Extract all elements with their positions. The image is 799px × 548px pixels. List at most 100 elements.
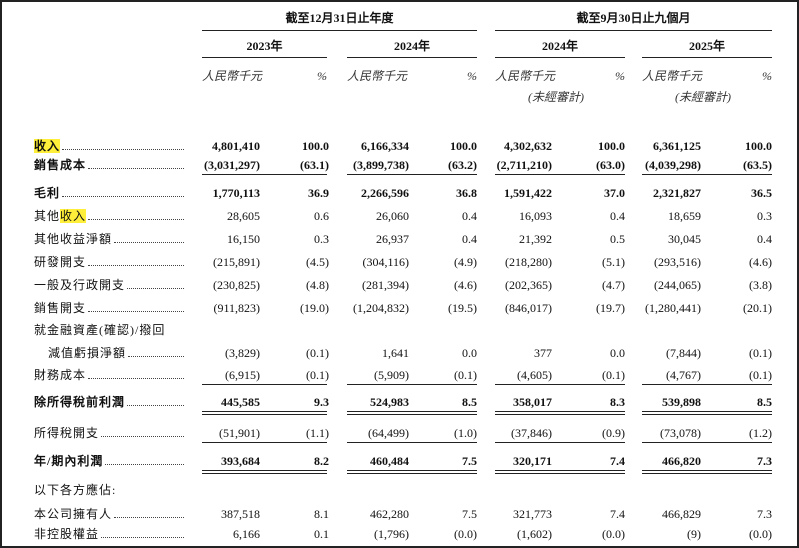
cell: (4.9) [454, 255, 477, 269]
cell: 30,045 [668, 232, 701, 246]
cell: 8.1 [314, 507, 329, 521]
cell: 8.2 [314, 454, 329, 468]
cell: (4,767) [666, 368, 701, 382]
cell: 4,801,410 [212, 139, 260, 153]
cell: 393,684 [221, 454, 260, 468]
total-rule [202, 442, 327, 443]
cell: 445,585 [221, 395, 260, 409]
cell: 0.3 [757, 209, 772, 223]
cell: 321,773 [513, 507, 552, 521]
dot-leader [62, 186, 184, 197]
total-rule [495, 442, 625, 443]
total-rule [347, 442, 477, 443]
dot-leader [88, 368, 184, 379]
pct-label: % [615, 69, 625, 83]
period-year: 2024年 [541, 39, 578, 53]
cell: (64,499) [368, 426, 409, 440]
cell: (0.1) [306, 368, 329, 382]
label-text: 收入 [34, 139, 61, 153]
cell: (7,844) [666, 346, 701, 360]
cell: 7.4 [610, 454, 625, 468]
total-rule [347, 411, 477, 415]
cell: 2,321,827 [653, 186, 701, 200]
period-year: 2023年 [246, 39, 283, 53]
cell: (63.2) [448, 158, 477, 172]
row-label: 所得稅開支 [34, 426, 184, 440]
row-label: 財務成本 [34, 368, 184, 382]
cell: 7.5 [462, 507, 477, 521]
total-rule [642, 384, 772, 385]
cell: (3,031,297) [204, 158, 260, 172]
cell: 8.3 [610, 395, 625, 409]
dot-leader [101, 527, 184, 538]
total-rule [202, 174, 327, 175]
row-label: 毛利 [34, 186, 184, 200]
total-rule [495, 470, 625, 474]
group-header: 截至12月31日止年度 [285, 11, 394, 25]
cell: 358,017 [513, 395, 552, 409]
cell: 4,302,632 [504, 139, 552, 153]
rule [495, 57, 625, 58]
cell: (9) [687, 527, 701, 541]
label-text: 財務成本 [34, 368, 87, 382]
row-label: 非控股權益 [34, 527, 184, 541]
cell: (4.6) [749, 255, 772, 269]
cell: 1,641 [382, 346, 409, 360]
label-text: 減值虧損淨額 [48, 346, 127, 360]
cell: 100.0 [302, 139, 329, 153]
dot-leader [127, 278, 184, 289]
note-label: (未經審計) [675, 90, 731, 104]
cell: 36.9 [308, 186, 329, 200]
group-header: 截至9月30日止九個月 [576, 11, 691, 25]
cell: (218,280) [505, 255, 552, 269]
cell: 6,166,334 [361, 139, 409, 153]
cell: (0.1) [454, 368, 477, 382]
label-text: 年/期內利潤 [34, 454, 104, 468]
row-label: 減值虧損淨額 [48, 346, 184, 360]
cell: (846,017) [505, 301, 552, 315]
cell: (5,909) [374, 368, 409, 382]
cell: (4.8) [306, 278, 329, 292]
cell: 26,937 [376, 232, 409, 246]
cell: (1,796) [374, 527, 409, 541]
label-text: 非控股權益 [34, 527, 100, 541]
cell: 1,591,422 [504, 186, 552, 200]
total-rule [642, 470, 772, 474]
dot-leader [114, 232, 184, 243]
pct-label: % [317, 69, 327, 83]
cell: (1,280,441) [645, 301, 701, 315]
cell: (3,899,738) [353, 158, 409, 172]
row-label: 銷售開支 [34, 301, 184, 315]
cell: (0.1) [749, 368, 772, 382]
cell: 377 [534, 346, 552, 360]
cell: (63.1) [300, 158, 329, 172]
cell: 18,659 [668, 209, 701, 223]
cell: 7.5 [462, 454, 477, 468]
cell: (0.0) [749, 527, 772, 541]
cell: 7.4 [610, 507, 625, 521]
unit-label: 人民幣千元 [202, 69, 263, 83]
cell: (215,891) [213, 255, 260, 269]
label-text: 所得稅開支 [34, 426, 100, 440]
rule [202, 30, 477, 31]
cell: (0.1) [602, 368, 625, 382]
cell: (293,516) [654, 255, 701, 269]
cell: (1.0) [454, 426, 477, 440]
dot-leader [114, 507, 184, 518]
cell: (1.1) [306, 426, 329, 440]
cell: (3.8) [749, 278, 772, 292]
total-rule [202, 384, 327, 385]
total-rule [202, 411, 327, 415]
cell: 37.0 [604, 186, 625, 200]
cell: (1.2) [749, 426, 772, 440]
cell: 1,770,113 [212, 186, 260, 200]
unit-label: 人民幣千元 [642, 69, 703, 83]
label-text: 一般及行政開支 [34, 278, 126, 292]
cell: 320,171 [513, 454, 552, 468]
rule [202, 57, 327, 58]
total-rule [642, 174, 772, 175]
cell: 0.0 [462, 346, 477, 360]
cell: 0.5 [610, 232, 625, 246]
cell: (0.0) [454, 527, 477, 541]
label-text: 毛利 [34, 186, 61, 200]
